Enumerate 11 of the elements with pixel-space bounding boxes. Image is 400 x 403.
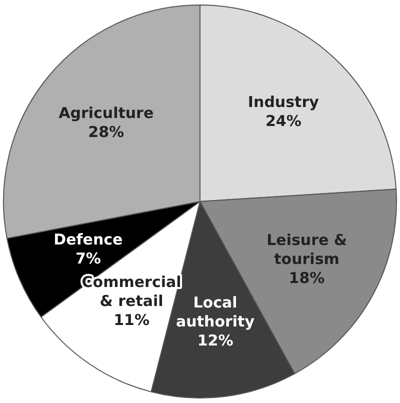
data-label: 28% (88, 123, 124, 142)
slice-label: Local authority (176, 293, 255, 330)
data-label: 7% (75, 249, 101, 268)
data-label: 24% (265, 112, 302, 130)
data-label: 18% (288, 269, 325, 288)
data-label: 11% (114, 311, 150, 330)
slice-label: Defence (54, 230, 123, 248)
slice-label: Agriculture (58, 104, 154, 122)
data-label: 12% (197, 331, 234, 350)
slice-label: Leisure & tourism (266, 231, 347, 268)
slice-label: Industry (248, 93, 320, 112)
